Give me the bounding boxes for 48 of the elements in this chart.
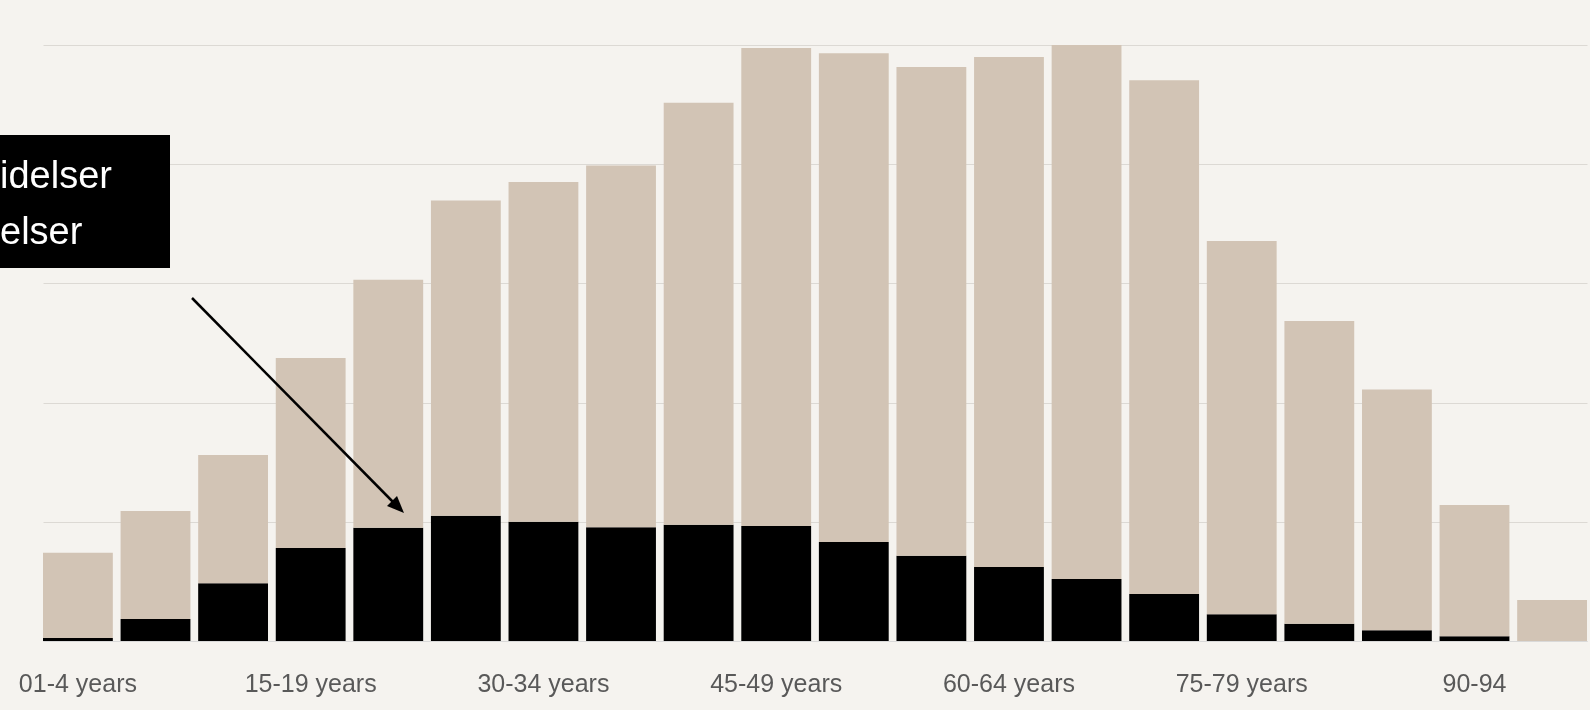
bar [1129,593,1200,641]
bar [430,515,501,641]
bar [663,102,734,525]
x-tick-label: 90-94 [1442,668,1507,697]
annotation: elser [0,209,84,254]
bar [896,67,967,556]
bar [1517,599,1587,641]
bar [741,47,812,526]
bar [1206,241,1277,615]
bar [1439,636,1510,641]
bar [663,524,734,641]
bar [198,455,269,584]
bar [1129,80,1200,594]
bar [818,542,889,641]
bar [508,521,579,641]
bar [275,548,346,641]
x-tick-label: 45-49 years [710,668,843,697]
bar [1206,614,1277,641]
bar [1439,505,1510,637]
bar [1051,44,1122,580]
bar [586,165,656,528]
bar [974,56,1044,568]
bar [120,511,191,619]
bar [275,357,346,549]
bar [1284,623,1355,641]
bar [1361,630,1432,641]
bar [353,527,424,641]
annotation: idelser [0,153,113,198]
x-tick-label: 75-79 years [1175,668,1308,697]
bar [1361,389,1432,631]
bar [1284,320,1355,624]
bar [43,552,113,639]
bar [896,555,967,641]
bar [353,279,424,528]
bar [974,567,1044,641]
bar [430,200,501,516]
bar [1051,579,1122,641]
bar [818,53,889,543]
bar [741,525,812,641]
x-tick-label: 60-64 years [942,668,1075,697]
bar [120,618,191,641]
x-tick-label: 01-4 years [18,668,137,697]
bar [586,527,656,641]
bar [43,638,113,641]
bar [508,182,579,522]
bar [198,583,269,641]
x-tick-label: 30-34 years [477,668,610,697]
x-tick-label: 15-19 years [244,668,377,697]
